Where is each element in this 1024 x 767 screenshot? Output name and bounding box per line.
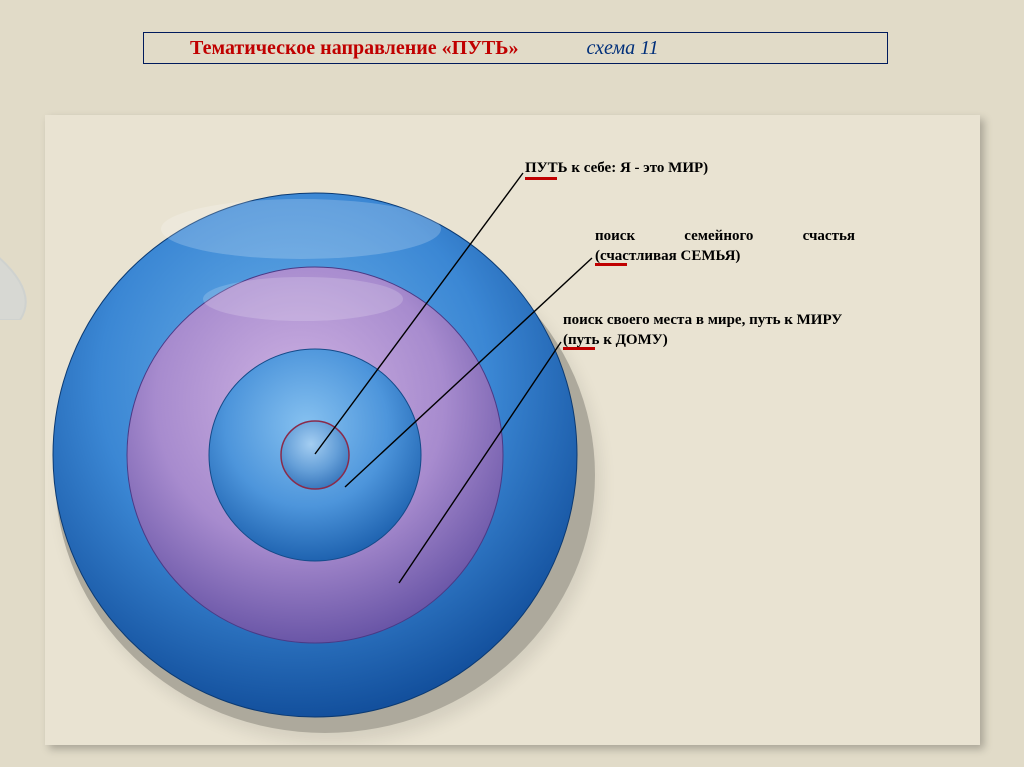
title-scheme: схема 11 [586, 37, 658, 60]
label-world: поиск своего места в мире, путь к МИРУ (… [563, 311, 883, 350]
underline-3 [563, 347, 595, 350]
title-main: Тематическое направление «ПУТЬ» [190, 37, 518, 60]
highlight-outer [161, 199, 441, 259]
label-family: поиск семейного счастья (счастливая СЕМЬ… [595, 227, 855, 266]
title-bar: Тематическое направление «ПУТЬ» схема 11 [143, 32, 888, 64]
label-path-to-self: ПУТЬ к себе: Я - это МИР) [525, 159, 885, 179]
highlight-ring3 [203, 277, 403, 321]
diagram-panel: ПУТЬ к себе: Я - это МИР) поиск семейног… [45, 115, 980, 745]
underline-2 [595, 263, 627, 266]
ring-inner [281, 421, 349, 489]
underline-1 [525, 177, 557, 180]
concentric-diagram [45, 115, 980, 745]
